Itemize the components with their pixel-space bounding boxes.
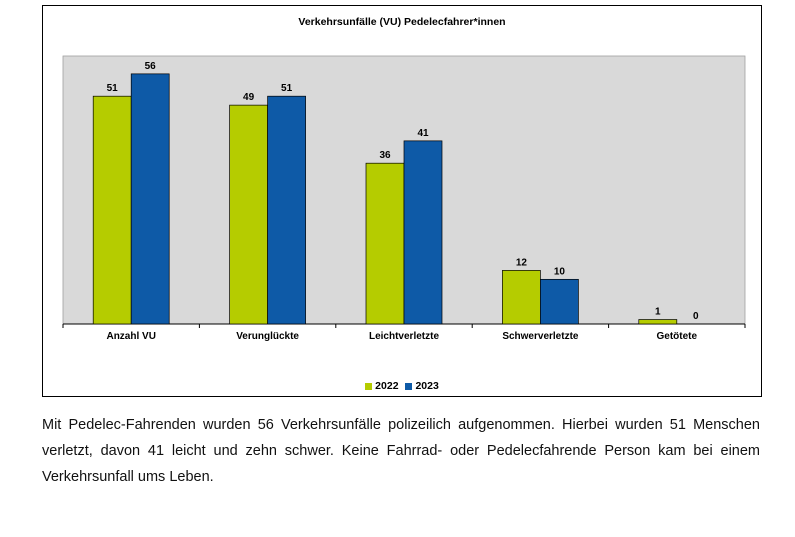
bar-2023-leichtverletzte bbox=[403, 140, 443, 325]
chart-legend: 2022 2023 bbox=[43, 380, 761, 393]
legend-item-2023: 2023 bbox=[405, 380, 439, 392]
data-label-2022-get-tete: 1 bbox=[655, 307, 661, 318]
bar-2022-leichtverletzte bbox=[365, 162, 405, 325]
data-label-2022-verungl-ckte: 49 bbox=[243, 92, 255, 103]
data-label-2023-verungl-ckte: 51 bbox=[281, 83, 293, 94]
data-label-2022-schwerverletzte: 12 bbox=[516, 257, 528, 268]
legend-swatch-2022 bbox=[365, 382, 373, 390]
x-tick-label-leichtverletzte: Leichtverletzte bbox=[369, 331, 439, 342]
bar-2023-verungl-ckte bbox=[267, 95, 306, 325]
x-tick-label-anzahl-vu: Anzahl VU bbox=[106, 331, 155, 342]
chart-title: Verkehrsunfälle (VU) Pedelecfahrer*innen bbox=[298, 16, 506, 28]
legend-item-2022: 2022 bbox=[365, 380, 399, 392]
bar-2023-anzahl-vu bbox=[130, 73, 170, 325]
caption-text: Mit Pedelec-Fahrenden wurden 56 Verkehrs… bbox=[42, 417, 760, 485]
legend-label-2023: 2023 bbox=[415, 380, 439, 392]
bar-2022-anzahl-vu bbox=[92, 95, 132, 325]
data-label-2022-anzahl-vu: 51 bbox=[107, 83, 119, 94]
data-label-2023-anzahl-vu: 56 bbox=[145, 61, 157, 72]
bar-2022-schwerverletzte bbox=[502, 270, 541, 325]
x-tick-label-schwerverletzte: Schwerverletzte bbox=[502, 331, 579, 342]
data-label-2023-get-tete: 0 bbox=[693, 311, 699, 322]
x-tick-label-get-tete: Getötete bbox=[657, 331, 698, 342]
data-label-2023-schwerverletzte: 10 bbox=[554, 266, 566, 277]
bar-2022-get-tete bbox=[638, 319, 678, 325]
data-label-2022-leichtverletzte: 36 bbox=[379, 150, 391, 161]
bar-2023-schwerverletzte bbox=[540, 278, 579, 325]
bar-2022-verungl-ckte bbox=[229, 104, 268, 325]
chart-frame: Verkehrsunfälle (VU) Pedelecfahrer*innen… bbox=[42, 5, 762, 397]
legend-label-2022: 2022 bbox=[375, 380, 399, 392]
x-tick-label-verungl-ckte: Verunglückte bbox=[236, 331, 299, 342]
data-label-2023-leichtverletzte: 41 bbox=[417, 128, 429, 139]
legend-swatch-2023 bbox=[405, 382, 413, 390]
bar-chart: Anzahl VU 51 56 Verunglückte 49 51 Leichtverle… bbox=[62, 55, 746, 342]
